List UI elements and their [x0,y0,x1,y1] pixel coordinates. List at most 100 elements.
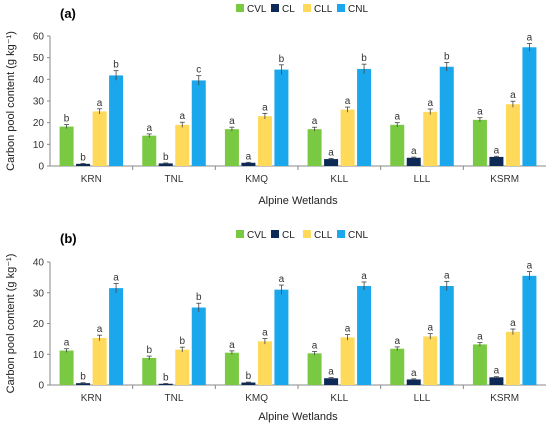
legend-swatch [236,4,244,12]
bar [60,351,74,385]
legend-label: CLL [314,4,333,15]
x-tick-label: LLL [414,174,431,185]
bar [407,379,421,385]
bar [109,75,123,166]
significance-letter: a [411,368,417,379]
significance-letter: a [246,151,252,162]
bar [241,163,255,166]
bar [192,80,206,166]
significance-letter: a [345,324,351,335]
legend-swatch [271,230,279,238]
bar [357,69,371,166]
legend-label: CVL [247,4,267,15]
legend-swatch [337,230,345,238]
significance-letter: a [113,273,119,284]
x-tick-label: TNL [165,174,184,185]
bar [423,112,437,166]
significance-letter: a [510,90,516,101]
significance-letter: a [394,112,400,123]
significance-letter: a [444,270,450,281]
significance-letter: a [427,323,433,334]
legend-swatch [337,4,345,12]
y-tick-label: 10 [33,350,45,361]
bar [142,136,156,166]
significance-letter: a [262,102,268,113]
significance-letter: a [229,340,235,351]
x-tick-label: KMQ [245,174,268,185]
bar [274,290,288,385]
x-tick-label: KLL [330,174,348,185]
significance-letter: a [345,96,351,107]
legend-swatch [303,4,311,12]
bar [308,353,322,385]
bar [142,358,156,385]
significance-letter: b [196,292,202,303]
bar [473,120,487,166]
bar [324,378,338,385]
y-tick-label: 0 [38,381,44,392]
y-tick-label: 50 [33,53,45,64]
x-axis-title: Alpine Wetlands [258,411,338,423]
bar [407,158,421,166]
x-tick-label: LLL [414,393,431,404]
y-tick-label: 30 [33,288,45,299]
significance-letter: b [113,60,119,71]
significance-letter: a [97,324,103,335]
bar [341,337,355,385]
y-tick-label: 40 [33,75,45,86]
significance-letter: a [328,147,334,158]
y-tick-label: 60 [33,32,45,43]
bar [341,110,355,166]
bar [489,157,503,166]
significance-letter: b [163,152,169,163]
x-tick-label: TNL [165,393,184,404]
significance-letter: b [444,51,450,62]
x-tick-label: KSRM [490,393,519,404]
legend-label: CLL [314,230,333,241]
x-tick-label: KRN [81,393,102,404]
bar [473,344,487,385]
significance-letter: a [179,111,185,122]
bar [489,377,503,385]
bar [522,276,536,385]
bar [440,67,454,166]
bar [440,286,454,385]
significance-letter: c [196,65,201,76]
y-tick-label: 0 [38,162,44,173]
bar [274,70,288,166]
significance-letter: a [510,318,516,329]
legend-label: CNL [348,4,368,15]
x-tick-label: KLL [330,393,348,404]
bar [258,341,272,385]
bar [93,338,107,385]
significance-letter: a [262,328,268,339]
bar [423,336,437,385]
significance-letter: a [494,366,500,377]
significance-letter: a [146,123,152,134]
legend-swatch [303,230,311,238]
significance-letter: b [246,371,252,382]
x-tick-label: KMQ [245,393,268,404]
bar [175,350,189,385]
bar [506,332,520,385]
significance-letter: b [361,53,367,64]
x-axis-title: Alpine Wetlands [258,195,338,207]
significance-letter: a [527,261,533,272]
panel-label: (a) [60,6,76,21]
panel-label: (b) [60,231,77,246]
bar [308,129,322,166]
significance-letter: b [179,336,185,347]
significance-letter: a [97,98,103,109]
bar [192,308,206,385]
significance-letter: a [427,98,433,109]
y-tick-label: 20 [33,319,45,330]
significance-letter: a [229,116,235,127]
significance-letter: b [279,54,285,65]
significance-letter: a [494,145,500,156]
y-axis-title: Carbon pool content (g kg⁻¹) [5,254,17,394]
legend-swatch [236,230,244,238]
significance-letter: a [394,336,400,347]
bar [357,286,371,385]
x-tick-label: KSRM [490,174,519,185]
significance-letter: b [64,114,70,125]
